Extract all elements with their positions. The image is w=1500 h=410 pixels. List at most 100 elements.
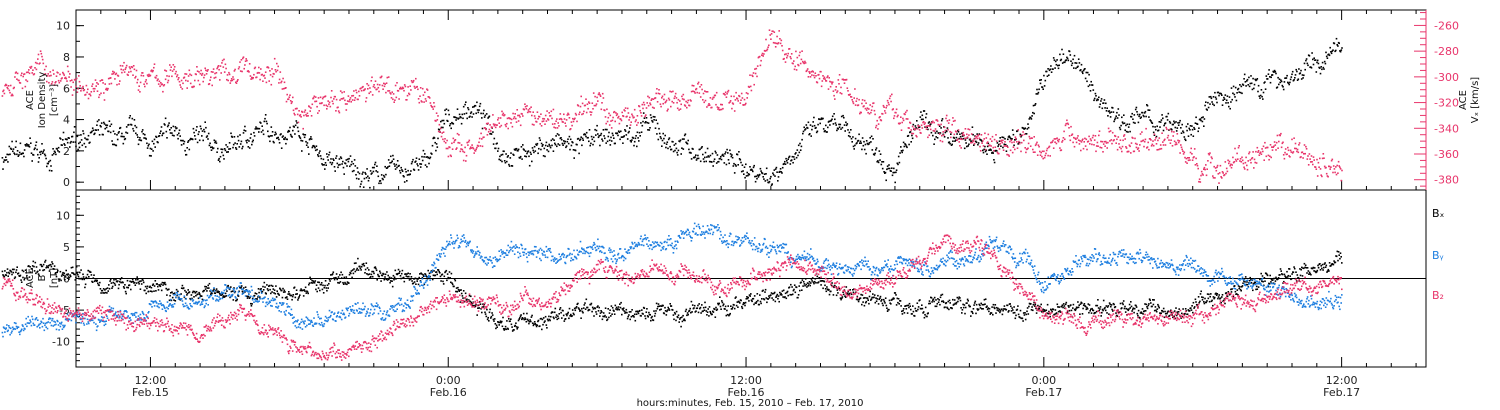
data-point [649,127,651,129]
data-point [1124,138,1126,140]
data-point [168,299,171,302]
data-point [46,75,49,77]
data-point [15,71,17,73]
data-point [977,143,979,146]
data-point [177,137,179,140]
data-point [947,128,949,131]
data-point [335,98,338,101]
data-point [493,320,495,322]
data-point [544,114,547,117]
data-point [722,155,725,157]
data-point [1143,145,1145,148]
data-point [191,138,194,141]
data-point [225,295,227,297]
data-point [942,131,944,133]
data-point [104,83,106,85]
data-point [120,277,123,279]
data-point [280,147,283,149]
data-point [223,58,225,61]
data-point [284,291,286,293]
data-point [699,96,702,98]
data-point [75,145,77,148]
data-point [765,173,767,175]
data-point [521,318,523,321]
data-point [1220,176,1222,178]
data-point [439,131,441,133]
data-point [26,277,29,279]
data-point [599,95,602,97]
data-point [18,79,20,82]
data-point [171,134,174,137]
data-point [1289,81,1291,84]
data-point [866,142,869,145]
data-point [149,147,152,150]
data-point [494,147,497,150]
data-point [161,134,163,137]
b-tick-label: -5 [59,304,70,317]
data-point [624,107,627,109]
data-point [48,160,50,163]
data-point [175,70,177,73]
data-point [940,127,942,129]
data-point [257,71,259,74]
data-point [993,149,995,152]
data-point [426,276,428,278]
data-point [153,63,156,65]
data-point [1093,139,1096,141]
data-point [510,318,512,320]
data-point [893,171,896,174]
data-point [745,102,747,105]
data-point [143,83,145,85]
data-point [337,281,339,284]
data-point [1020,141,1023,144]
data-point [1098,106,1101,108]
data-point [230,78,233,80]
data-point [702,158,705,160]
data-point [923,110,926,112]
data-point [328,282,330,285]
data-point [85,84,88,87]
data-point [166,294,168,296]
data-point [836,129,838,132]
data-point [78,75,80,77]
data-point [731,102,734,104]
data-point [705,91,707,93]
data-point [736,153,739,156]
data-point [1160,119,1163,121]
data-point [558,134,560,136]
data-point [946,120,949,122]
data-point [74,141,77,143]
data-point [281,136,284,138]
data-point [614,120,616,123]
data-point [66,80,68,82]
data-point [178,129,181,132]
data-point [497,119,499,121]
data-point [510,118,513,121]
data-point [350,163,352,166]
data-point [87,97,90,100]
data-point [319,102,321,105]
data-point [1171,128,1173,131]
data-point [707,104,710,107]
data-point [1011,141,1013,144]
data-point [162,282,165,284]
data-point [988,144,991,146]
data-point [379,180,382,182]
data-point [991,140,993,142]
data-point [945,114,948,117]
data-point [532,324,535,327]
data-point [254,66,257,69]
data-point [30,152,33,154]
data-point [1222,172,1224,174]
data-point [1047,68,1049,70]
data-point [168,288,170,291]
data-point [201,72,204,75]
data-point [506,320,508,322]
data-point [793,158,796,160]
data-point [194,79,196,82]
data-point [28,146,31,148]
data-point [599,144,601,147]
data-point [833,94,835,97]
data-point [667,108,669,111]
data-point [1246,168,1249,171]
